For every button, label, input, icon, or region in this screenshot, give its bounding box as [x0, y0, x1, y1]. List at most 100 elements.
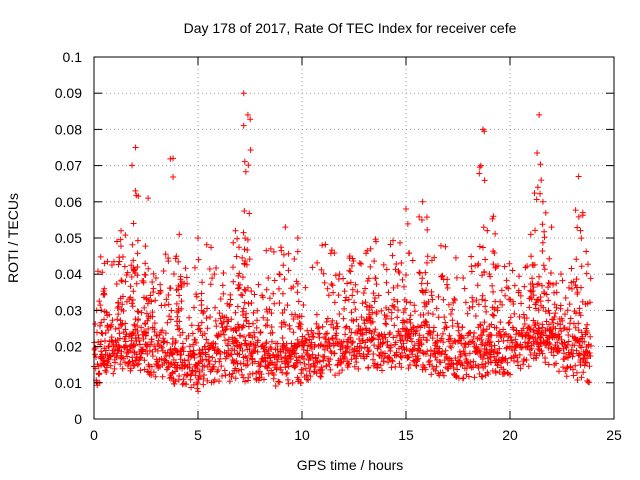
data-point — [560, 350, 567, 357]
data-point — [284, 369, 291, 376]
data-point — [183, 274, 190, 281]
data-point — [262, 322, 269, 329]
data-point — [475, 324, 482, 331]
data-point — [117, 243, 124, 250]
data-point — [315, 352, 322, 359]
data-point — [369, 318, 376, 325]
data-point — [347, 268, 354, 275]
data-point — [492, 298, 499, 305]
x-axis-label: GPS time / hours — [297, 457, 404, 473]
data-point — [216, 310, 223, 317]
data-point — [498, 287, 505, 294]
data-point — [203, 241, 210, 248]
data-point — [161, 302, 168, 309]
data-point — [136, 341, 143, 348]
data-point — [190, 304, 197, 311]
data-point — [502, 292, 509, 299]
data-point — [383, 279, 390, 286]
data-point — [449, 323, 456, 330]
data-point — [97, 253, 104, 260]
data-point — [425, 310, 432, 317]
data-point — [242, 287, 249, 294]
data-point — [329, 317, 336, 324]
data-point — [157, 288, 164, 295]
data-point — [188, 322, 195, 329]
data-point — [403, 327, 410, 334]
data-point — [229, 370, 236, 377]
data-point — [562, 368, 569, 375]
data-point — [170, 271, 177, 278]
data-point — [478, 353, 485, 360]
data-point — [351, 299, 358, 306]
data-point — [580, 369, 587, 376]
data-point — [464, 310, 471, 317]
data-point — [129, 162, 136, 169]
data-point — [176, 292, 183, 299]
data-point — [295, 376, 302, 383]
data-point — [534, 336, 541, 343]
data-point — [134, 263, 141, 270]
data-point — [151, 320, 158, 327]
data-point — [149, 352, 156, 359]
data-point — [429, 335, 436, 342]
data-point — [373, 308, 380, 315]
data-point — [423, 287, 430, 294]
data-point — [399, 336, 406, 343]
data-point — [280, 251, 287, 258]
data-point — [285, 250, 292, 257]
data-point — [145, 195, 152, 202]
data-point — [127, 365, 134, 372]
data-point — [539, 282, 546, 289]
data-point — [416, 269, 423, 276]
data-point — [395, 328, 402, 335]
data-point — [144, 317, 151, 324]
data-point — [529, 288, 536, 295]
data-point — [379, 367, 386, 374]
data-point — [385, 306, 392, 313]
data-point — [364, 317, 371, 324]
data-point — [145, 325, 152, 332]
data-point — [533, 299, 540, 306]
data-point — [118, 348, 125, 355]
data-point — [131, 321, 138, 328]
data-point — [344, 344, 351, 351]
data-point — [505, 285, 512, 292]
data-point — [134, 308, 141, 315]
data-point — [454, 338, 461, 345]
data-point — [194, 380, 201, 387]
data-point — [165, 258, 172, 265]
data-point — [176, 325, 183, 332]
data-point — [461, 285, 468, 292]
data-point — [396, 360, 403, 367]
data-point — [549, 316, 556, 323]
data-point — [104, 322, 111, 329]
data-point — [275, 285, 282, 292]
data-point — [415, 355, 422, 362]
data-point — [575, 320, 582, 327]
data-point — [416, 270, 423, 277]
data-point — [501, 263, 508, 270]
data-point — [400, 309, 407, 316]
data-point — [472, 313, 479, 320]
data-point — [285, 380, 292, 387]
data-point — [444, 276, 451, 283]
data-point — [253, 317, 260, 324]
data-point — [584, 321, 591, 328]
data-point — [116, 343, 123, 350]
data-point — [371, 328, 378, 335]
data-point — [280, 319, 287, 326]
data-point — [263, 339, 270, 346]
data-point — [372, 326, 379, 333]
data-point — [206, 265, 213, 272]
data-point — [282, 224, 289, 231]
data-point — [402, 305, 409, 312]
data-point — [157, 281, 164, 288]
data-point — [424, 348, 431, 355]
data-point — [557, 302, 564, 309]
data-point — [575, 213, 582, 220]
y-tick-label: 0.1 — [63, 49, 83, 65]
chart-title: Day 178 of 2017, Rate Of TEC Index for r… — [184, 20, 517, 36]
data-point — [300, 301, 307, 308]
data-point — [238, 291, 245, 298]
data-point — [397, 337, 404, 344]
